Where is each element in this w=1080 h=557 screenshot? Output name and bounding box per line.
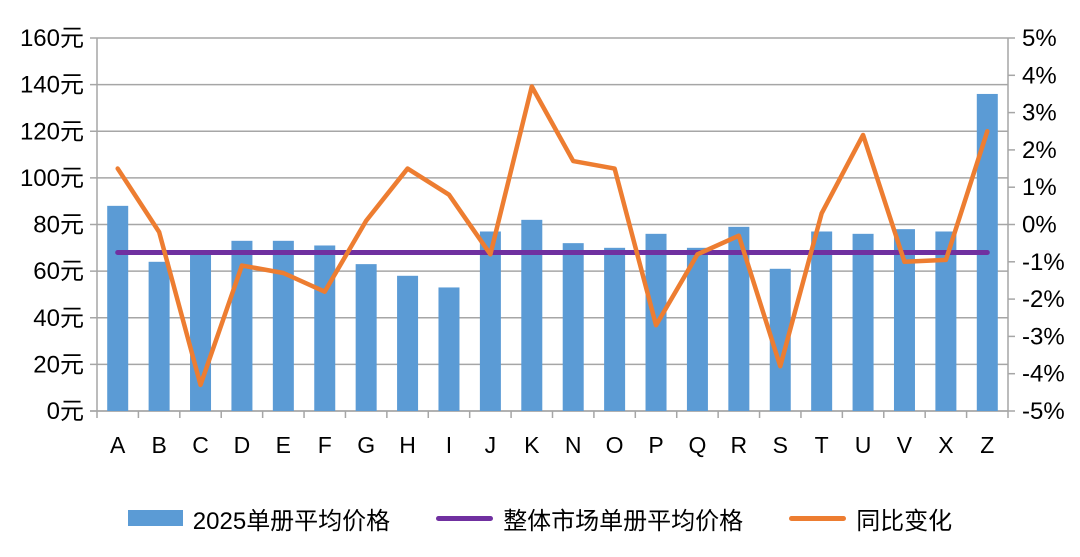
right-axis-label: -3% xyxy=(1022,323,1065,350)
x-axis-label: V xyxy=(897,432,913,458)
price-bar-T xyxy=(811,231,833,411)
left-axis-label: 80元 xyxy=(33,212,84,239)
left-axis-label: 140元 xyxy=(20,72,84,99)
x-axis-label: Z xyxy=(980,432,994,458)
price-bar-Q xyxy=(686,247,708,411)
right-axis-label: 2% xyxy=(1022,137,1057,164)
price-bar-V xyxy=(893,229,915,411)
price-bar-O xyxy=(604,247,626,411)
left-axis-label: 120元 xyxy=(20,118,84,145)
legend-item-market-avg: 整体市场单册平均价格 xyxy=(436,501,743,536)
right-axis-label: 4% xyxy=(1022,62,1057,89)
price-bar-G xyxy=(355,264,377,411)
x-axis-label: P xyxy=(648,432,663,458)
right-axis-label: 3% xyxy=(1022,100,1057,127)
legend-item-avg-price-2025: 2025单册平均价格 xyxy=(127,501,391,536)
price-bar-C xyxy=(190,254,212,411)
x-axis-label: X xyxy=(938,432,953,458)
legend: 2025单册平均价格 整体市场单册平均价格 同比变化 xyxy=(0,498,1080,538)
bar-series-swatch xyxy=(127,510,183,526)
yoy-line xyxy=(115,84,990,388)
price-bar-K xyxy=(521,219,543,411)
price-bar-I xyxy=(438,287,460,411)
x-axis-label: R xyxy=(731,432,748,458)
x-axis-label: K xyxy=(524,432,540,458)
legend-item-yoy-change: 同比变化 xyxy=(789,501,952,536)
x-axis-label: J xyxy=(485,432,497,458)
left-axis-label: 160元 xyxy=(20,25,84,52)
right-axis-label: 5% xyxy=(1022,25,1057,52)
left-axis-label: 60元 xyxy=(33,258,84,285)
price-bar-S xyxy=(769,268,791,411)
x-axis-label: G xyxy=(357,432,375,458)
price-bar-B xyxy=(148,261,170,411)
x-axis-label: C xyxy=(192,432,209,458)
left-axis-label: 0元 xyxy=(47,398,84,425)
left-axis-label: 40元 xyxy=(33,305,84,332)
legend-label-avg-price-2025: 2025单册平均价格 xyxy=(192,507,391,535)
x-axis-label: I xyxy=(446,432,452,458)
left-axis-label: 100元 xyxy=(20,165,84,192)
price-bar-N xyxy=(562,243,584,411)
right-axis-label: 1% xyxy=(1022,174,1057,201)
yoy-line-swatch xyxy=(789,515,847,521)
legend-label-market-avg: 整体市场单册平均价格 xyxy=(503,507,744,535)
right-axis-label: 0% xyxy=(1022,212,1057,239)
price-bar-F xyxy=(314,245,336,411)
right-axis-label: -1% xyxy=(1022,249,1065,276)
x-axis-label: B xyxy=(151,432,166,458)
right-axis-label: -2% xyxy=(1022,286,1065,313)
right-axis-label: -4% xyxy=(1022,361,1065,388)
x-axis-label: T xyxy=(815,432,829,458)
x-axis-label: H xyxy=(399,432,416,458)
x-axis-label: A xyxy=(110,432,126,458)
x-axis-label: U xyxy=(855,432,872,458)
x-axis-label: O xyxy=(606,432,624,458)
market-avg-line-swatch xyxy=(436,515,494,521)
price-bar-E xyxy=(272,240,294,411)
price-bar-R xyxy=(728,226,750,411)
x-axis-label: E xyxy=(276,432,291,458)
price-bar-X xyxy=(935,231,957,411)
x-axis-label: S xyxy=(773,432,788,458)
x-axis-label: F xyxy=(318,432,332,458)
price-bar-A xyxy=(107,205,129,411)
x-axis-label: N xyxy=(565,432,582,458)
x-axis-label: Q xyxy=(688,432,706,458)
right-axis-label: -5% xyxy=(1022,398,1065,425)
x-axis-label: D xyxy=(234,432,251,458)
price-bar-J xyxy=(479,231,501,411)
price-bar-U xyxy=(852,233,874,411)
left-axis-label: 20元 xyxy=(33,351,84,378)
price-bar-H xyxy=(397,275,419,411)
legend-label-yoy-change: 同比变化 xyxy=(856,507,953,535)
